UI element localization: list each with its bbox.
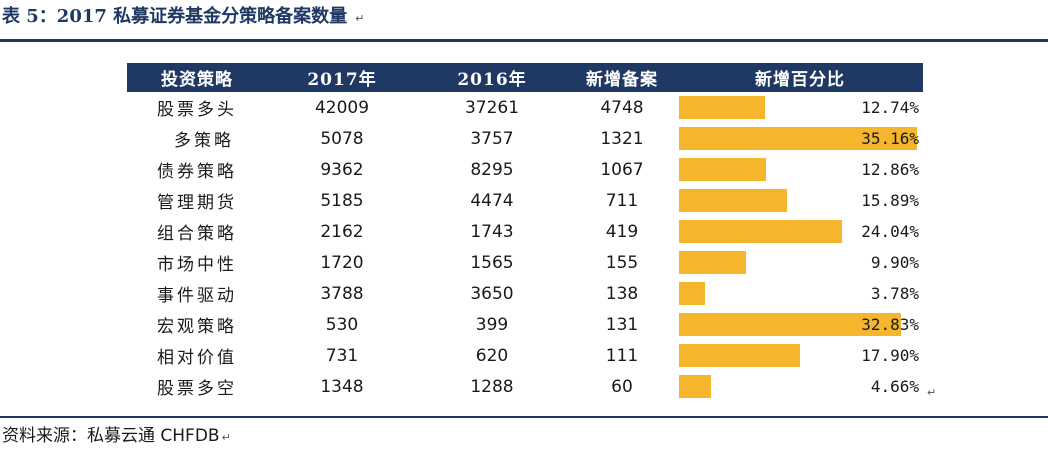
return-mark: ↵ bbox=[221, 431, 231, 444]
pct-cell: 12.74% bbox=[677, 92, 923, 123]
pct-bar bbox=[679, 313, 901, 336]
strategy-name: 相对价值 bbox=[157, 348, 237, 368]
table-row: 多策略 5078 3757 1321 35.16% bbox=[127, 123, 923, 154]
value-added: 155 bbox=[605, 252, 639, 273]
strategy-name: 股票多头 bbox=[157, 100, 237, 120]
strategy-table: 投资策略 2017年 2016年 新增备案 新增百分比 股票多头 42009 372… bbox=[127, 63, 923, 402]
value-2016: 399 bbox=[475, 314, 509, 335]
value-2016: 3757 bbox=[470, 128, 514, 149]
value-2017: 42009 bbox=[314, 97, 370, 118]
pct-label: 32.83% bbox=[861, 315, 919, 334]
pct-label: 12.86% bbox=[861, 160, 919, 179]
pct-label: 24.04% bbox=[861, 222, 919, 241]
pct-label: 9.90% bbox=[870, 253, 919, 272]
table-row: 股票多头 42009 37261 4748 12.74% bbox=[127, 92, 923, 123]
pct-bar bbox=[679, 189, 787, 212]
table-row: 市场中性 1720 1565 155 9.90% bbox=[127, 247, 923, 278]
return-mark: ↵ bbox=[927, 386, 937, 399]
strategy-name: 宏观策略 bbox=[157, 317, 237, 337]
value-added: 138 bbox=[605, 283, 639, 304]
pct-bar bbox=[679, 251, 746, 274]
caption-text: 表 5：2017 私募证券基金分策略备案数量 bbox=[2, 6, 348, 27]
pct-label: 35.16% bbox=[861, 129, 919, 148]
source-note: 资料来源：私募云通 CHFDB ↵ bbox=[2, 423, 231, 449]
strategy-name: 债券策略 bbox=[157, 162, 237, 182]
value-added: 711 bbox=[605, 190, 639, 211]
pct-cell: 32.83% bbox=[677, 309, 923, 340]
pct-bar bbox=[679, 220, 842, 243]
pct-label: 17.90% bbox=[861, 346, 919, 365]
table-caption: 表 5：2017 私募证券基金分策略备案数量 ↵ bbox=[2, 2, 364, 32]
pct-label: 12.74% bbox=[861, 98, 919, 117]
header-2017: 2017年 bbox=[267, 63, 417, 92]
value-2016: 1743 bbox=[470, 221, 514, 242]
table-row: 管理期货 5185 4474 711 15.89% bbox=[127, 185, 923, 216]
top-rule bbox=[0, 39, 1048, 42]
table-row: 组合策略 2162 1743 419 24.04% bbox=[127, 216, 923, 247]
value-2017: 731 bbox=[325, 345, 359, 366]
value-2016: 4474 bbox=[470, 190, 514, 211]
value-2017: 2162 bbox=[320, 221, 364, 242]
header-2016: 2016年 bbox=[417, 63, 567, 92]
strategy-name: 管理期货 bbox=[157, 193, 237, 213]
strategy-name: 组合策略 bbox=[157, 224, 237, 244]
value-2017: 1348 bbox=[320, 376, 364, 397]
return-mark: ↵ bbox=[355, 12, 365, 25]
pct-bar bbox=[679, 96, 765, 119]
value-added: 419 bbox=[605, 221, 639, 242]
value-added: 131 bbox=[605, 314, 639, 335]
header-strategy: 投资策略 bbox=[127, 63, 267, 92]
pct-bar bbox=[679, 344, 800, 367]
value-2017: 1720 bbox=[320, 252, 364, 273]
value-2016: 37261 bbox=[464, 97, 520, 118]
pct-bar bbox=[679, 127, 917, 150]
value-2016: 620 bbox=[475, 345, 509, 366]
value-2016: 8295 bbox=[470, 159, 514, 180]
header-row: 投资策略 2017年 2016年 新增备案 新增百分比 bbox=[127, 63, 923, 92]
pct-cell: 9.90% bbox=[677, 247, 923, 278]
table-row: 宏观策略 530 399 131 32.83% bbox=[127, 309, 923, 340]
pct-cell: 17.90% bbox=[677, 340, 923, 371]
pct-label: 15.89% bbox=[861, 191, 919, 210]
strategy-name: 事件驱动 bbox=[157, 286, 237, 306]
value-2016: 1565 bbox=[470, 252, 514, 273]
pct-cell: 3.78% bbox=[677, 278, 923, 309]
strategy-name: 多策略 bbox=[174, 131, 234, 151]
pct-bar bbox=[679, 158, 766, 181]
value-2017: 5078 bbox=[320, 128, 364, 149]
table-row: 债券策略 9362 8295 1067 12.86% bbox=[127, 154, 923, 185]
header-added: 新增备案 bbox=[567, 63, 677, 92]
strategy-name: 市场中性 bbox=[157, 255, 237, 275]
value-2017: 5185 bbox=[320, 190, 364, 211]
header-pct: 新增百分比 bbox=[677, 63, 923, 92]
value-added: 1067 bbox=[600, 159, 644, 180]
value-2017: 9362 bbox=[320, 159, 364, 180]
value-added: 1321 bbox=[600, 128, 644, 149]
value-2017: 3788 bbox=[320, 283, 364, 304]
table-row: 相对价值 731 620 111 17.90% bbox=[127, 340, 923, 371]
pct-cell: 15.89% bbox=[677, 185, 923, 216]
table-row: 事件驱动 3788 3650 138 3.78% bbox=[127, 278, 923, 309]
bottom-rule bbox=[0, 416, 1048, 418]
value-added: 60 bbox=[611, 376, 633, 397]
strategy-name: 股票多空 bbox=[157, 379, 237, 399]
pct-cell: 24.04% bbox=[677, 216, 923, 247]
pct-cell: 12.86% bbox=[677, 154, 923, 185]
source-text: 资料来源：私募云通 CHFDB bbox=[2, 426, 220, 446]
pct-label: 4.66% bbox=[870, 377, 919, 396]
value-2016: 1288 bbox=[470, 376, 514, 397]
value-added: 4748 bbox=[600, 97, 644, 118]
pct-bar bbox=[679, 375, 711, 398]
pct-cell: 35.16% bbox=[677, 123, 923, 154]
value-2017: 530 bbox=[325, 314, 359, 335]
pct-cell: 4.66% bbox=[677, 371, 923, 402]
value-added: 111 bbox=[605, 345, 639, 366]
pct-bar bbox=[679, 282, 705, 305]
table-row: 股票多空 1348 1288 60 4.66% bbox=[127, 371, 923, 402]
pct-label: 3.78% bbox=[870, 284, 919, 303]
value-2016: 3650 bbox=[470, 283, 514, 304]
